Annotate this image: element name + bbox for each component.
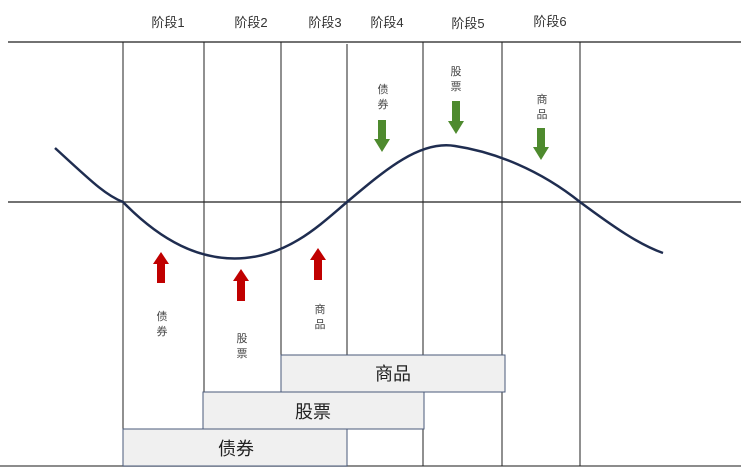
falling-label-commodity: 商品 (537, 92, 548, 121)
up-arrow-icon (310, 248, 326, 280)
bar-rect (202, 391, 425, 430)
economic-cycle-curve (54, 143, 664, 260)
stage-label-2: 阶段2 (234, 15, 267, 30)
down-arrow-icon (533, 128, 549, 160)
down-arrow-icon (448, 101, 464, 134)
down-arrow-icon (374, 120, 390, 152)
stage-label-6: 阶段6 (533, 14, 566, 29)
holding-bar-commodity: 商品 (280, 354, 506, 393)
bar-label: 商品 (375, 364, 411, 385)
bar-label: 股票 (295, 402, 331, 423)
stage-label-1: 阶段1 (151, 15, 184, 30)
up-arrow-icon (233, 269, 249, 301)
falling-arrows (374, 101, 549, 160)
stage-label-4: 阶段4 (370, 15, 403, 30)
falling-label-bond: 债券 (378, 82, 389, 111)
stage-label-5: 阶段5 (451, 16, 484, 31)
bar-rect (122, 428, 348, 467)
rising-label-commodity: 商品 (315, 302, 326, 331)
holding-bar-bond: 债券 (122, 428, 348, 467)
up-arrow-icon (153, 252, 169, 283)
bar-label: 债券 (218, 439, 254, 460)
falling-label-stock: 股票 (451, 65, 462, 93)
rising-label-stock: 股票 (237, 332, 248, 360)
bar-rect (280, 354, 506, 393)
stage-label-3: 阶段3 (308, 15, 341, 30)
rising-arrows (153, 248, 326, 301)
rising-label-bond: 债券 (157, 309, 168, 338)
holding-bar-stock: 股票 (202, 391, 425, 430)
